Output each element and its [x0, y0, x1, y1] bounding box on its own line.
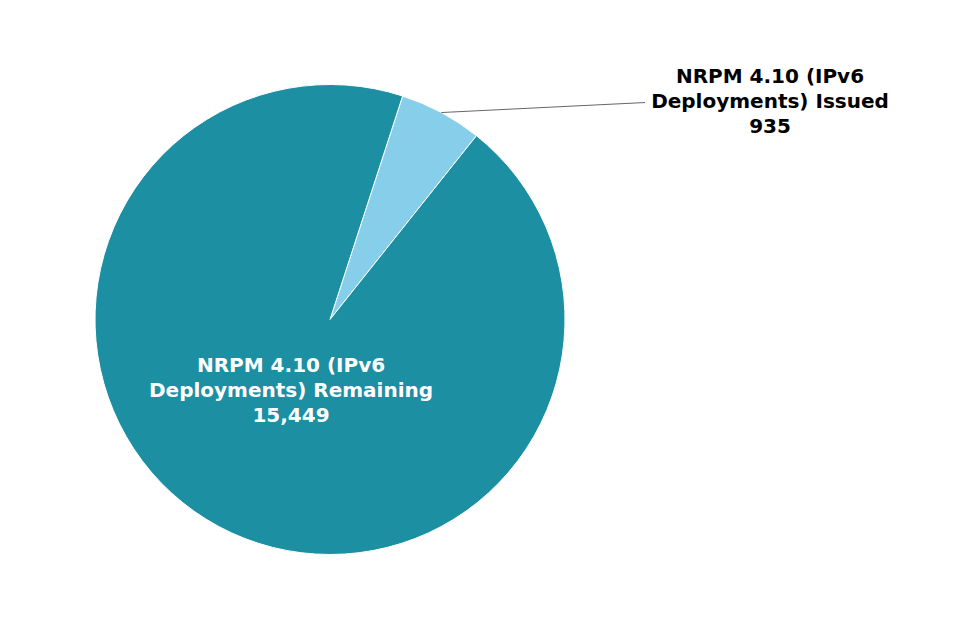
slice-value-label: 935: [749, 114, 791, 138]
slice-labels: NRPM 4.10 (IPv6Deployments) Issued935NRP…: [149, 64, 889, 427]
slices: [95, 84, 565, 554]
slice-label-line: NRPM 4.10 (IPv6: [676, 64, 864, 88]
label-leader: [441, 103, 645, 113]
page: {"chart_data": {"type": "pie", "categori…: [0, 0, 977, 639]
slice-label: NRPM 4.10 (IPv6Deployments) Issued935: [651, 64, 889, 138]
background: [0, 0, 977, 639]
pie-slice: [95, 84, 565, 554]
slice-label-line: NRPM 4.10 (IPv6: [197, 353, 385, 377]
chart-container: NRPM 4.10 (IPv6Deployments) Issued935NRP…: [0, 0, 977, 639]
slice-label: NRPM 4.10 (IPv6Deployments) Remaining15,…: [149, 353, 433, 427]
slice-label-line: Deployments) Issued: [651, 89, 889, 113]
chart-svg: NRPM 4.10 (IPv6Deployments) Issued935NRP…: [0, 0, 977, 639]
slice-value-label: 15,449: [252, 403, 329, 427]
slice-label-line: Deployments) Remaining: [149, 378, 433, 402]
